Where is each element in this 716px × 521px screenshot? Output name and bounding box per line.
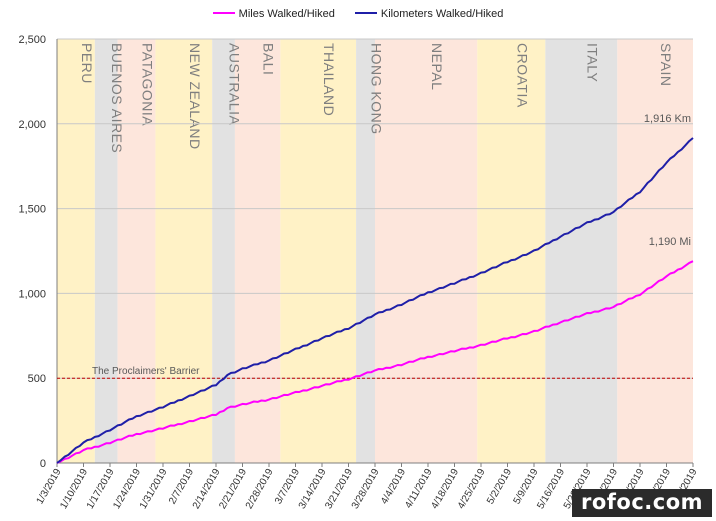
region-label: CROATIA <box>514 43 530 108</box>
region-new-zealand <box>155 39 213 463</box>
legend-item: Kilometers Walked/Hiked <box>354 8 504 20</box>
x-tick-label: 2/7/2019 <box>167 467 196 507</box>
region-thailand <box>280 39 357 463</box>
series-line-miles-walked-hiked <box>56 260 694 464</box>
region-australia <box>212 39 235 463</box>
legend-swatch <box>354 12 377 15</box>
legend-label: Miles Walked/Hiked <box>238 8 335 20</box>
y-tick-label: 2,500 <box>18 34 46 46</box>
legend-swatch <box>212 12 235 15</box>
region-label: BALI <box>261 43 277 75</box>
y-tick-label: 1,500 <box>18 204 46 216</box>
reference-line-label: The Proclaimers' Barrier <box>92 366 200 377</box>
region-label: AUSTRALIA <box>227 43 243 125</box>
region-label: BUENOS AIRES <box>109 43 125 153</box>
region-label: ITALY <box>584 43 600 82</box>
region-label: SPAIN <box>658 43 674 86</box>
region-patagonia <box>117 39 156 463</box>
region-label: THAILAND <box>321 43 337 116</box>
legend-item: Miles Walked/Hiked <box>212 8 335 20</box>
x-tick-label: 4/4/2019 <box>379 467 408 507</box>
y-tick-labels: 0 500 1,000 1,500 2,000 2,500 <box>18 34 46 470</box>
axes <box>56 39 694 467</box>
region-nepal <box>375 39 478 463</box>
region-label: PATAGONIA <box>140 43 156 126</box>
legend: Miles Walked/Hiked Kilometers Walked/Hike… <box>0 8 716 20</box>
series-lines <box>56 137 694 464</box>
country-region-labels: PERU BUENOS AIRES PATAGONIA NEW ZEALAND AUST… <box>79 43 674 153</box>
y-tick-label: 1,000 <box>18 288 46 300</box>
region-label: NEPAL <box>429 43 445 90</box>
region-buenos-aires <box>94 39 118 463</box>
region-label: HONG KONG <box>369 43 385 135</box>
region-hong-kong <box>356 39 375 463</box>
region-label: NEW ZEALAND <box>187 43 203 150</box>
region-italy <box>545 39 618 463</box>
x-tick-label: 1/3/2019 <box>35 467 64 507</box>
watermark: rofoc.com <box>571 489 712 517</box>
end-label: 1,916 Km <box>644 113 691 125</box>
x-tick-label: 5/2/2019 <box>485 467 514 507</box>
region-peru <box>57 39 95 463</box>
y-tick-label: 2,000 <box>18 119 46 131</box>
region-spain <box>617 39 693 463</box>
region-bali <box>234 39 281 463</box>
y-tick-label: 0 <box>40 458 46 470</box>
end-labels: 1,916 Km 1,190 Mi <box>644 113 691 248</box>
y-tick-label: 500 <box>28 373 46 385</box>
x-tick-label: 3/7/2019 <box>273 467 302 507</box>
country-regions <box>57 39 693 463</box>
series-line-kilometers-walked-hiked <box>56 137 694 464</box>
end-label: 1,190 Mi <box>649 236 691 248</box>
x-tick-label: 5/9/2019 <box>512 467 541 507</box>
region-label: PERU <box>79 43 95 84</box>
reference-line-group: The Proclaimers' Barrier <box>57 366 693 379</box>
legend-label: Kilometers Walked/Hiked <box>380 8 504 20</box>
